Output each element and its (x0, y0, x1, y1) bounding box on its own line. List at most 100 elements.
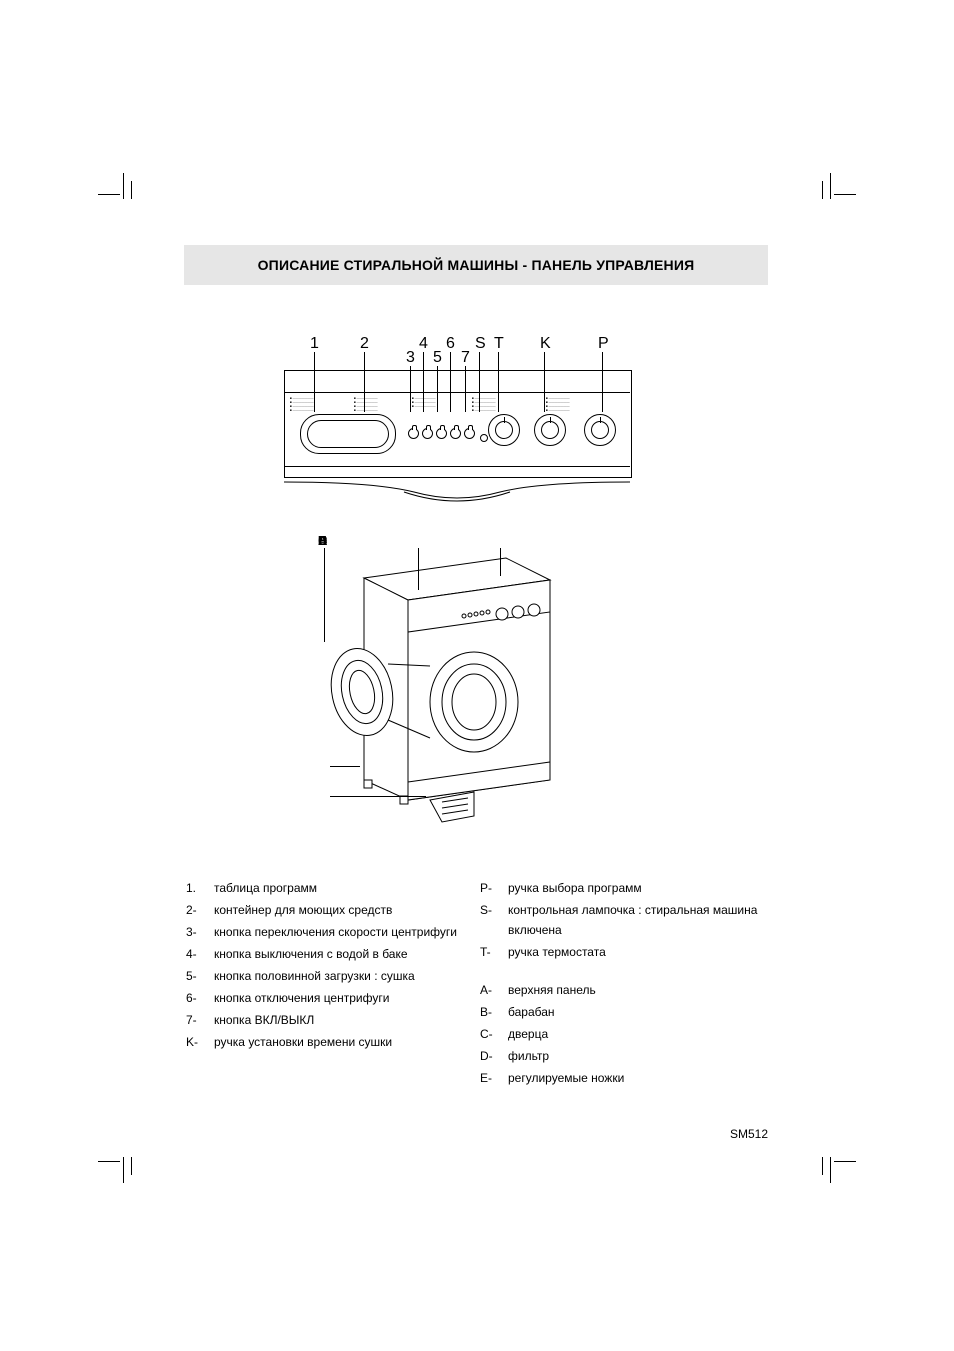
legend-key: 3- (186, 922, 214, 942)
legend-left: 1.таблица программ2-контейнер для моющих… (186, 878, 466, 1054)
legend-text: фильтр (508, 1046, 780, 1066)
panel-callout-1: 1 (310, 336, 319, 352)
panel-leader-K (544, 352, 545, 412)
panel-shelf (284, 392, 630, 393)
machine-svg (318, 534, 588, 834)
footer-code: SM512 (730, 1128, 768, 1140)
dial-t (488, 414, 520, 446)
panel-leader-T (498, 352, 499, 412)
legend-text: дверца (508, 1024, 780, 1044)
panel-leader-6 (450, 352, 451, 412)
legend-key: 1. (186, 878, 214, 898)
panel-button-5 (436, 428, 447, 439)
indicator-lamp-s (480, 434, 488, 442)
legend-key: T- (480, 942, 508, 962)
legend-text: кнопка выключения с водой в баке (214, 944, 466, 964)
panel-callout-K: K (540, 336, 551, 352)
legend-key: 5- (186, 966, 214, 986)
panel-callout-T: T (494, 336, 504, 352)
leader-e (330, 766, 360, 767)
legend-text: ручка термостата (508, 942, 780, 962)
machine-diagram: C B A E D (318, 534, 588, 834)
legend-left-item: 6-кнопка отключения центрифуги (186, 988, 466, 1008)
panel-bottom-curve (284, 476, 630, 516)
legend-key: 2- (186, 900, 214, 920)
legend-text: барабан (508, 1002, 780, 1022)
cropmark-br (822, 1161, 862, 1201)
cropmark-bl (92, 1161, 132, 1201)
legend-key: D- (480, 1046, 508, 1066)
legend-right-item: E-регулируемые ножки (480, 1068, 780, 1088)
panel-leader-P (602, 352, 603, 412)
panel-leader-1 (314, 352, 315, 412)
panel-leader-S (479, 352, 480, 412)
legend-text: ручка выбора программ (508, 878, 780, 898)
panel-leader-3 (410, 366, 411, 412)
legend-key: P- (480, 878, 508, 898)
panel-callout-7: 7 (461, 350, 470, 366)
leader-c (324, 548, 325, 642)
legend-text: контейнер для моющих средств (214, 900, 466, 920)
legend-left-item: 4-кнопка выключения с водой в баке (186, 944, 466, 964)
controlpanel-diagram: ■ ———————■ ———————■ ———————■ ——————— ■ —… (284, 336, 630, 496)
legend-right-item: D-фильтр (480, 1046, 780, 1066)
legend-left-item: K-ручка установки времени сушки (186, 1032, 466, 1052)
legend-left-item: 2-контейнер для моющих средств (186, 900, 466, 920)
legend-key: 4- (186, 944, 214, 964)
program-text-5: ■ ———————■ ———————■ ———————■ ——————— (546, 396, 602, 412)
legend-left-item: 7-кнопка ВКЛ/ВЫКЛ (186, 1010, 466, 1030)
panel-callout-6: 6 (446, 336, 455, 352)
legend-text: контрольная лампочка : стиральная машина… (508, 900, 780, 940)
panel-callout-5: 5 (433, 350, 442, 366)
panel-button-3 (408, 428, 419, 439)
legend-right-item: P-ручка выбора программ (480, 878, 780, 898)
leader-a (500, 548, 501, 576)
legend-key: A- (480, 980, 508, 1000)
legend-key: 7- (186, 1010, 214, 1030)
detergent-drawer (300, 414, 396, 454)
legend-key: E- (480, 1068, 508, 1088)
legend-right-item: T-ручка термостата (480, 942, 780, 962)
panel-leader-4 (423, 352, 424, 412)
program-text-4: ■ ———————■ ———————■ ———————■ ——————— (472, 396, 528, 412)
legend-right-item: S-контрольная лампочка : стиральная маши… (480, 900, 780, 940)
program-text-2: ■ ———————■ ———————■ ———————■ ——————— (354, 396, 410, 412)
legend-key: K- (186, 1032, 214, 1052)
panel-callout-2: 2 (360, 336, 369, 352)
page: ОПИСАНИЕ СТИРАЛЬНОЙ МАШИНЫ - ПАНЕЛЬ УПРА… (0, 0, 954, 1351)
legend-text: регулируемые ножки (508, 1068, 780, 1088)
legend-right: P-ручка выбора программS-контрольная лам… (480, 878, 780, 1090)
title-bar: ОПИСАНИЕ СТИРАЛЬНОЙ МАШИНЫ - ПАНЕЛЬ УПРА… (184, 245, 768, 285)
legend-key: 6- (186, 988, 214, 1008)
panel-callout-S: S (475, 336, 486, 352)
legend-left-item: 5-кнопка половинной загрузки : сушка (186, 966, 466, 986)
legend-right-item: C-дверца (480, 1024, 780, 1044)
legend-right-item: A-верхняя панель (480, 980, 780, 1000)
legend-text: кнопка переключения скорости центрифуги (214, 922, 466, 942)
legend-text: кнопка ВКЛ/ВЫКЛ (214, 1010, 466, 1030)
panel-button-4 (422, 428, 433, 439)
legend-text: таблица программ (214, 878, 466, 898)
panel-callout-3: 3 (406, 350, 415, 366)
page-title: ОПИСАНИЕ СТИРАЛЬНОЙ МАШИНЫ - ПАНЕЛЬ УПРА… (258, 257, 695, 273)
dial-k (534, 414, 566, 446)
legend-left-item: 1.таблица программ (186, 878, 466, 898)
panel-callout-P: P (598, 336, 609, 352)
program-text-3: ■ ———————■ ———————■ ——————— (412, 396, 468, 408)
cropmark-tr (822, 155, 862, 195)
panel-leader-5 (437, 366, 438, 412)
legend-key: S- (480, 900, 508, 940)
legend-text: кнопка отключения центрифуги (214, 988, 466, 1008)
leader-b (418, 548, 419, 590)
dial-p (584, 414, 616, 446)
panel-button-7 (464, 428, 475, 439)
legend-text: ручка установки времени сушки (214, 1032, 466, 1052)
cropmark-tl (92, 155, 132, 195)
panel-leader-2 (364, 352, 365, 412)
label-d: D (318, 534, 327, 547)
panel-callout-4: 4 (419, 336, 428, 352)
legend-text: верхняя панель (508, 980, 780, 1000)
legend-right-item: B-барабан (480, 1002, 780, 1022)
legend-text: кнопка половинной загрузки : сушка (214, 966, 466, 986)
leader-d (330, 796, 426, 797)
